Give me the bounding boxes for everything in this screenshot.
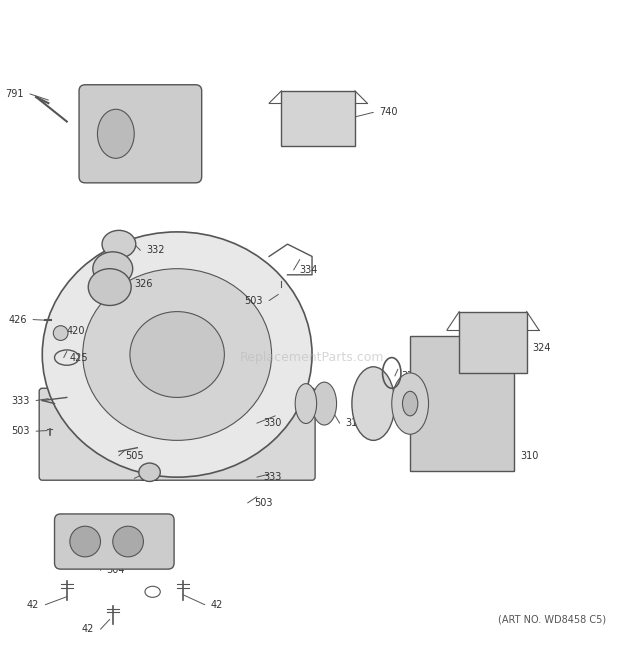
Text: 42: 42 (82, 624, 94, 634)
Text: 330: 330 (263, 418, 281, 428)
Bar (281, 91, 355, 146)
Text: 504: 504 (107, 566, 125, 576)
Text: 503: 503 (244, 296, 263, 306)
Text: 311: 311 (346, 418, 364, 428)
Text: ReplacementParts.com: ReplacementParts.com (240, 351, 384, 364)
Text: 326: 326 (135, 279, 153, 289)
Ellipse shape (392, 373, 428, 434)
Text: 42: 42 (211, 600, 223, 610)
Text: 740: 740 (379, 108, 398, 117)
Text: 332: 332 (146, 246, 165, 255)
Text: 503: 503 (12, 426, 30, 436)
Text: 330: 330 (395, 418, 413, 428)
Text: 420: 420 (67, 326, 86, 336)
Ellipse shape (102, 230, 136, 258)
Text: 333: 333 (263, 472, 281, 482)
Text: 335: 335 (401, 371, 420, 381)
Ellipse shape (352, 367, 395, 440)
Ellipse shape (93, 252, 133, 286)
Circle shape (113, 526, 143, 557)
Text: 505: 505 (125, 451, 144, 461)
Text: 334: 334 (300, 265, 318, 275)
Ellipse shape (130, 312, 224, 397)
Ellipse shape (402, 391, 418, 416)
FancyBboxPatch shape (39, 388, 315, 480)
Ellipse shape (97, 110, 135, 158)
Text: 321: 321 (140, 473, 159, 483)
Text: 426: 426 (9, 315, 27, 325)
Ellipse shape (139, 463, 161, 481)
Circle shape (70, 526, 100, 557)
FancyBboxPatch shape (55, 514, 174, 569)
Text: (ART NO. WD8458 C5): (ART NO. WD8458 C5) (498, 614, 606, 624)
Text: 425: 425 (70, 352, 89, 362)
Text: 333: 333 (12, 395, 30, 405)
Text: 325: 325 (184, 169, 202, 179)
Ellipse shape (88, 269, 131, 306)
Text: 791: 791 (6, 89, 24, 99)
Ellipse shape (312, 382, 337, 425)
Text: 324: 324 (533, 343, 551, 353)
Bar (459, 312, 526, 373)
Circle shape (53, 325, 68, 341)
Ellipse shape (82, 269, 272, 440)
Ellipse shape (42, 232, 312, 477)
Text: 503: 503 (254, 498, 272, 508)
Ellipse shape (295, 383, 317, 424)
FancyBboxPatch shape (79, 84, 202, 183)
Bar (410, 336, 515, 471)
Text: 42: 42 (27, 600, 39, 610)
Text: 310: 310 (521, 451, 539, 461)
